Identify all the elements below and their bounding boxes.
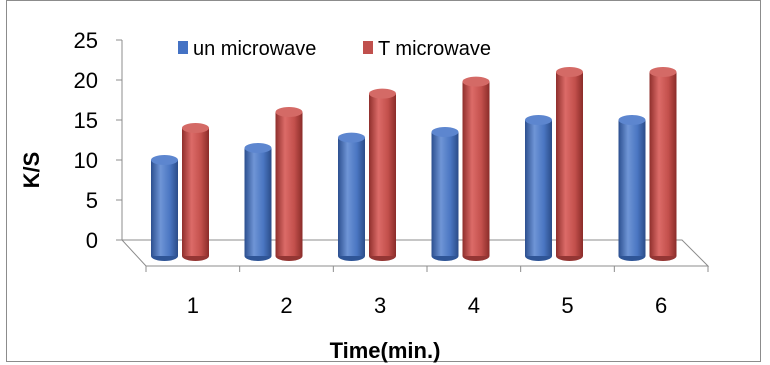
x-tick-label: 2 bbox=[280, 293, 292, 318]
bar-t-microwave-3 bbox=[369, 88, 396, 261]
legend-label-un-microwave: un microwave bbox=[193, 38, 316, 60]
bars-group bbox=[151, 67, 677, 261]
y-tick-label: 5 bbox=[86, 188, 98, 213]
x-tick-label: 3 bbox=[374, 293, 386, 318]
y-tick-label: 0 bbox=[86, 228, 98, 253]
x-axis-title: Time(min.) bbox=[330, 338, 441, 363]
bar-t-microwave-2 bbox=[275, 107, 303, 261]
bar-t-microwave-6 bbox=[649, 67, 677, 261]
x-axis-ticks: 1 2 3 4 5 6 bbox=[145, 266, 709, 318]
x-tick-label: 1 bbox=[187, 293, 199, 318]
legend-swatch-un-microwave bbox=[178, 41, 188, 54]
y-tick-label: 20 bbox=[74, 68, 98, 93]
x-tick-label: 4 bbox=[468, 293, 480, 318]
y-axis-title: K/S bbox=[19, 152, 44, 189]
legend-swatch-t-microwave bbox=[363, 41, 373, 54]
y-axis-ticks: 0 5 10 15 20 25 bbox=[74, 28, 122, 253]
bar-t-microwave-1 bbox=[182, 123, 209, 261]
bar-un-microwave-5 bbox=[525, 115, 552, 261]
y-tick-label: 15 bbox=[74, 108, 98, 133]
legend-label-t-microwave: T microwave bbox=[378, 38, 491, 60]
x-tick-label: 5 bbox=[561, 293, 573, 318]
legend: un microwave T microwave bbox=[178, 38, 491, 60]
bar-t-microwave-5 bbox=[556, 67, 583, 261]
bar-un-microwave-2 bbox=[244, 143, 272, 261]
bar-un-microwave-4 bbox=[431, 127, 459, 261]
bar-t-microwave-4 bbox=[462, 76, 490, 261]
y-tick-label: 10 bbox=[74, 148, 98, 173]
y-tick-label: 25 bbox=[74, 28, 98, 53]
bar-un-microwave-6 bbox=[618, 115, 646, 261]
bar-un-microwave-3 bbox=[338, 132, 365, 261]
x-tick-label: 6 bbox=[655, 293, 667, 318]
bar-un-microwave-1 bbox=[151, 155, 178, 261]
